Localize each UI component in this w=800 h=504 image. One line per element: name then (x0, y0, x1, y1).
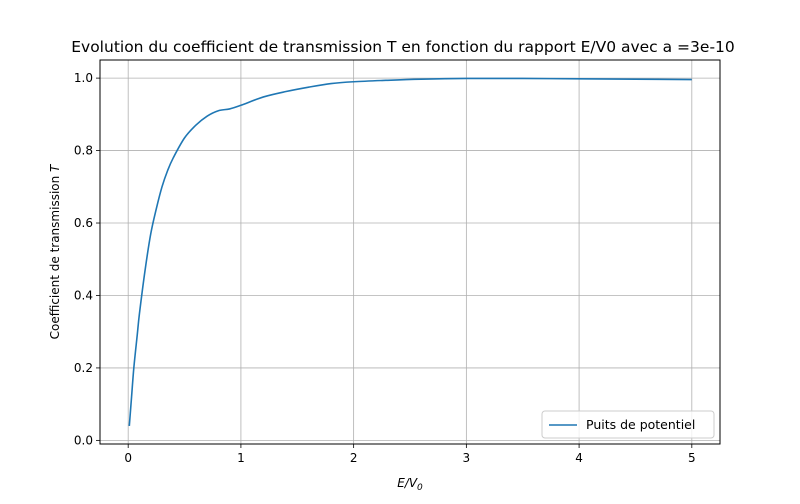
x-tick-label: 4 (575, 451, 583, 465)
x-axis-label-subscript: 0 (417, 483, 423, 493)
x-tick-label: 3 (463, 451, 471, 465)
y-tick-label: 0.2 (74, 361, 93, 375)
y-tick-label: 0.4 (74, 288, 93, 302)
x-axis-label-main: E/V (397, 476, 418, 490)
legend-label: Puits de potentiel (586, 417, 695, 432)
y-axis-label: Coefficient de transmission T (48, 163, 62, 339)
y-axis-label-variable: T (48, 163, 62, 172)
x-axis-label: E/V0 (397, 476, 423, 493)
y-tick-label: 0.6 (74, 216, 93, 230)
y-axis-label-main: Coefficient de transmission (48, 172, 62, 339)
legend-box (541, 410, 715, 439)
legend: Puits de potentiel (541, 410, 715, 439)
chart-title: Evolution du coefficient de transmission… (71, 38, 735, 56)
y-tick-label: 0.8 (74, 144, 93, 158)
x-tick-label: 2 (350, 451, 358, 465)
x-tick-label: 0 (124, 451, 132, 465)
y-tick-label: 0.0 (74, 433, 93, 447)
y-tick-label: 1.0 (74, 71, 93, 85)
series-line (128, 77, 692, 426)
x-tick-label: 5 (688, 451, 696, 465)
x-tick-label: 1 (237, 451, 245, 465)
plot-frame (99, 59, 721, 445)
